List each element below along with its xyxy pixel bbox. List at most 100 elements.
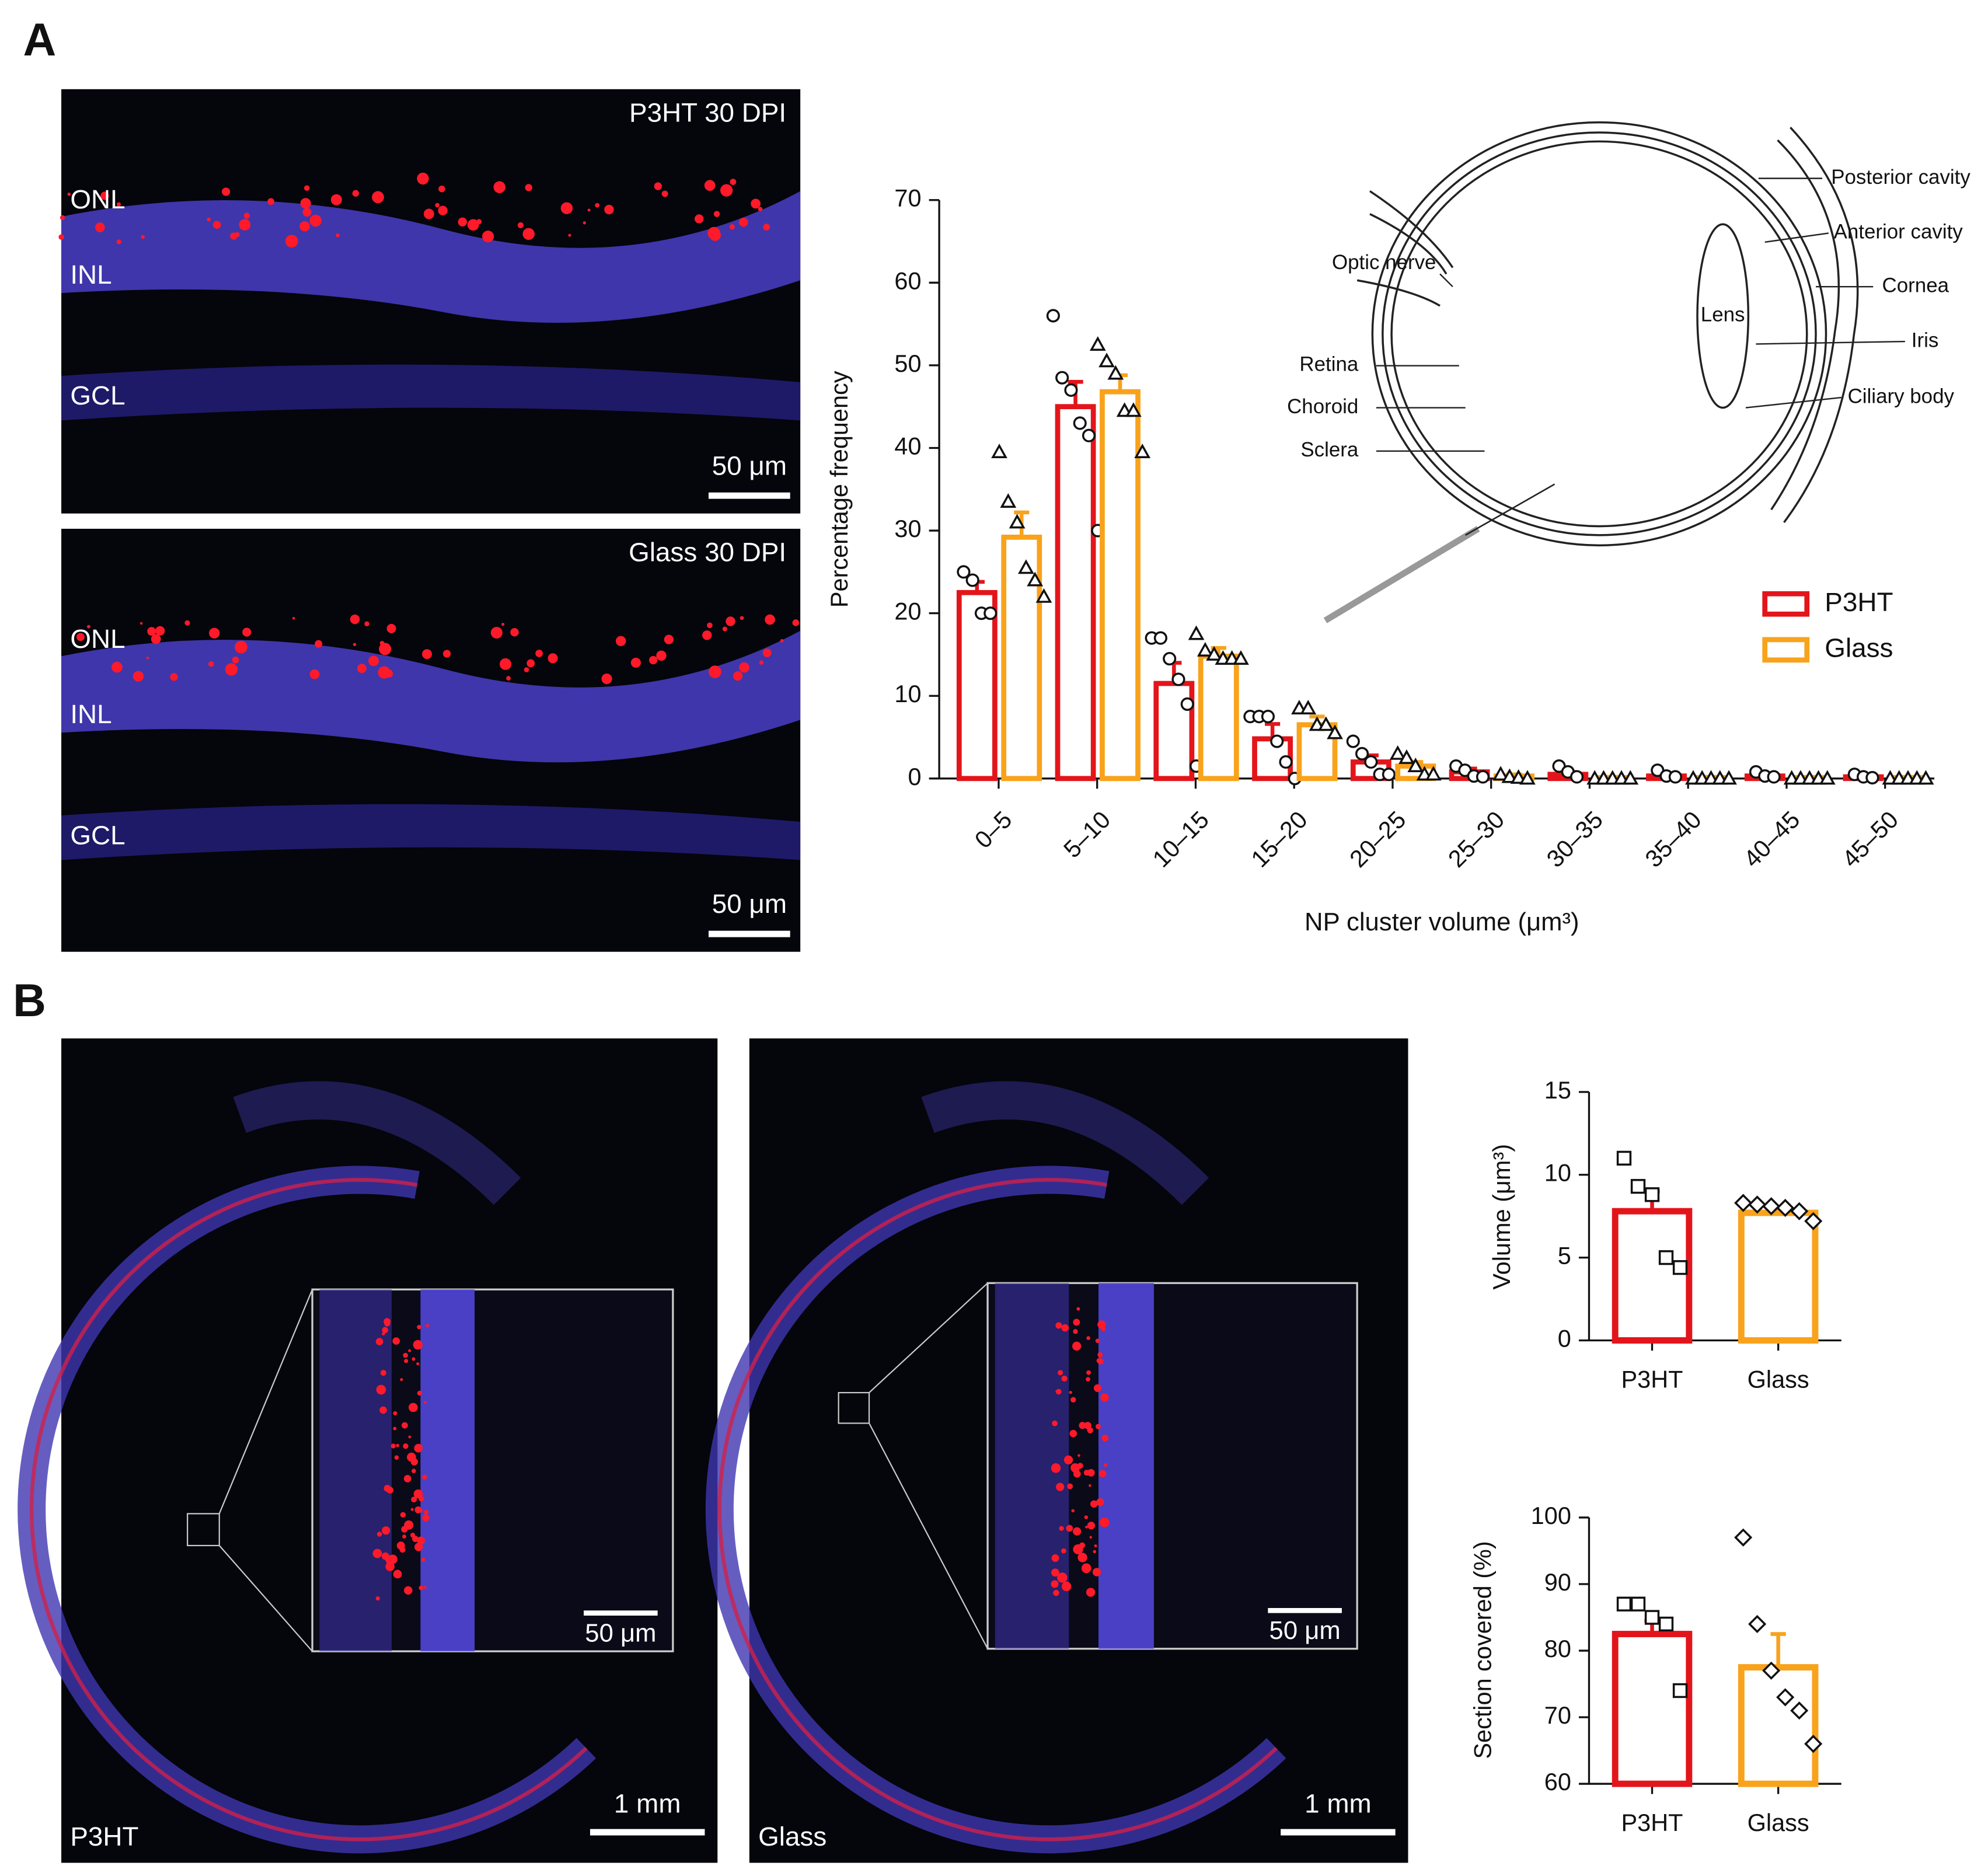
lens-outline bbox=[1696, 223, 1750, 409]
data-point bbox=[1125, 402, 1142, 417]
red-particle bbox=[524, 667, 529, 672]
red-particle bbox=[739, 217, 748, 227]
red-particle bbox=[393, 1426, 397, 1431]
y-tick-label: 100 bbox=[1531, 1502, 1571, 1529]
needle bbox=[1465, 483, 1555, 536]
red-particle bbox=[139, 622, 143, 625]
red-particle bbox=[243, 212, 250, 219]
red-particle bbox=[1073, 1470, 1081, 1478]
red-particle bbox=[443, 650, 451, 658]
red-particle bbox=[379, 1406, 387, 1414]
red-particle bbox=[1087, 1469, 1095, 1477]
retina-signal bbox=[717, 1178, 1278, 1841]
red-particle bbox=[111, 661, 123, 673]
red-particle bbox=[763, 224, 770, 231]
red-particle bbox=[382, 1526, 390, 1535]
red-particle bbox=[780, 639, 784, 643]
data-point bbox=[1098, 353, 1115, 368]
data-point bbox=[1300, 699, 1317, 714]
red-particle bbox=[467, 219, 479, 231]
red-particle bbox=[403, 1474, 411, 1483]
red-particle bbox=[141, 235, 145, 239]
red-particle bbox=[357, 664, 367, 674]
red-particle bbox=[476, 219, 482, 225]
red-particle bbox=[1077, 1553, 1087, 1562]
red-particle bbox=[1087, 1522, 1096, 1530]
red-particle bbox=[404, 1520, 414, 1530]
red-particle bbox=[1086, 1588, 1096, 1597]
legend-label: P3HT bbox=[1825, 587, 1893, 617]
data-point bbox=[1055, 371, 1069, 385]
scale-bar-label: 1 mm bbox=[614, 1788, 681, 1818]
red-particle bbox=[184, 620, 190, 626]
data-point bbox=[1616, 1150, 1632, 1166]
red-particle bbox=[1067, 1483, 1073, 1490]
red-particle bbox=[1095, 1338, 1100, 1344]
red-particle bbox=[422, 649, 433, 660]
optic-nerve bbox=[1356, 190, 1454, 307]
data-point bbox=[1622, 770, 1639, 785]
legend-label: Glass bbox=[1825, 633, 1893, 662]
data-point bbox=[1762, 1197, 1781, 1216]
data-point bbox=[1721, 770, 1737, 785]
red-particle bbox=[707, 226, 721, 240]
red-particle bbox=[404, 1359, 409, 1363]
red-particle bbox=[702, 630, 712, 640]
red-particle bbox=[232, 656, 239, 664]
red-particle bbox=[500, 658, 512, 670]
red-particle bbox=[242, 627, 252, 637]
data-point bbox=[1327, 724, 1343, 740]
red-particle bbox=[410, 1458, 418, 1466]
layer-label: INL bbox=[70, 699, 111, 729]
red-particle bbox=[615, 636, 626, 647]
red-particle bbox=[379, 641, 385, 646]
red-particle bbox=[411, 1497, 417, 1503]
red-particle bbox=[1063, 1455, 1073, 1464]
red-particle bbox=[758, 207, 763, 212]
red-particle bbox=[385, 1562, 395, 1571]
red-particle bbox=[1084, 1515, 1089, 1519]
y-tick-label: 60 bbox=[894, 267, 921, 294]
cornea-outer bbox=[1783, 127, 1859, 524]
red-particle bbox=[648, 655, 658, 665]
red-particle bbox=[400, 1378, 403, 1382]
red-particle bbox=[408, 1349, 411, 1352]
red-particle bbox=[583, 221, 587, 225]
data-point bbox=[1616, 1596, 1632, 1612]
inset-nuclei bbox=[1098, 1283, 1154, 1649]
red-particle bbox=[376, 1384, 386, 1395]
layer-label: INL bbox=[70, 260, 111, 290]
red-particle bbox=[458, 217, 468, 227]
data-point bbox=[1089, 336, 1106, 351]
red-particle bbox=[510, 628, 519, 637]
red-particle bbox=[425, 1324, 430, 1328]
red-particle bbox=[739, 662, 749, 673]
red-particle bbox=[414, 1443, 423, 1453]
bar bbox=[1612, 1208, 1693, 1344]
red-particle bbox=[1079, 1542, 1086, 1548]
red-particle bbox=[383, 1485, 391, 1492]
data-point bbox=[1279, 755, 1293, 769]
data-point bbox=[1519, 770, 1536, 785]
y-tick-label: 5 bbox=[1558, 1242, 1571, 1269]
retina-signal bbox=[29, 1178, 588, 1841]
red-particle bbox=[560, 202, 573, 214]
data-point bbox=[1009, 514, 1026, 529]
data-point bbox=[1644, 1610, 1660, 1625]
red-particle bbox=[411, 1469, 416, 1473]
red-particle bbox=[304, 185, 310, 191]
cornea bbox=[1770, 139, 1840, 511]
data-point bbox=[983, 606, 998, 620]
red-particle bbox=[438, 185, 445, 193]
red-particle bbox=[58, 234, 64, 240]
zoom-line bbox=[218, 1289, 313, 1514]
red-particle bbox=[353, 643, 357, 646]
cornea-tissue bbox=[921, 1081, 1209, 1205]
red-particle bbox=[421, 1558, 425, 1562]
red-particle bbox=[116, 239, 121, 245]
red-particle bbox=[1101, 1435, 1109, 1442]
data-point bbox=[1163, 651, 1177, 666]
red-particle bbox=[1051, 1554, 1059, 1562]
zoom-box bbox=[838, 1391, 870, 1424]
